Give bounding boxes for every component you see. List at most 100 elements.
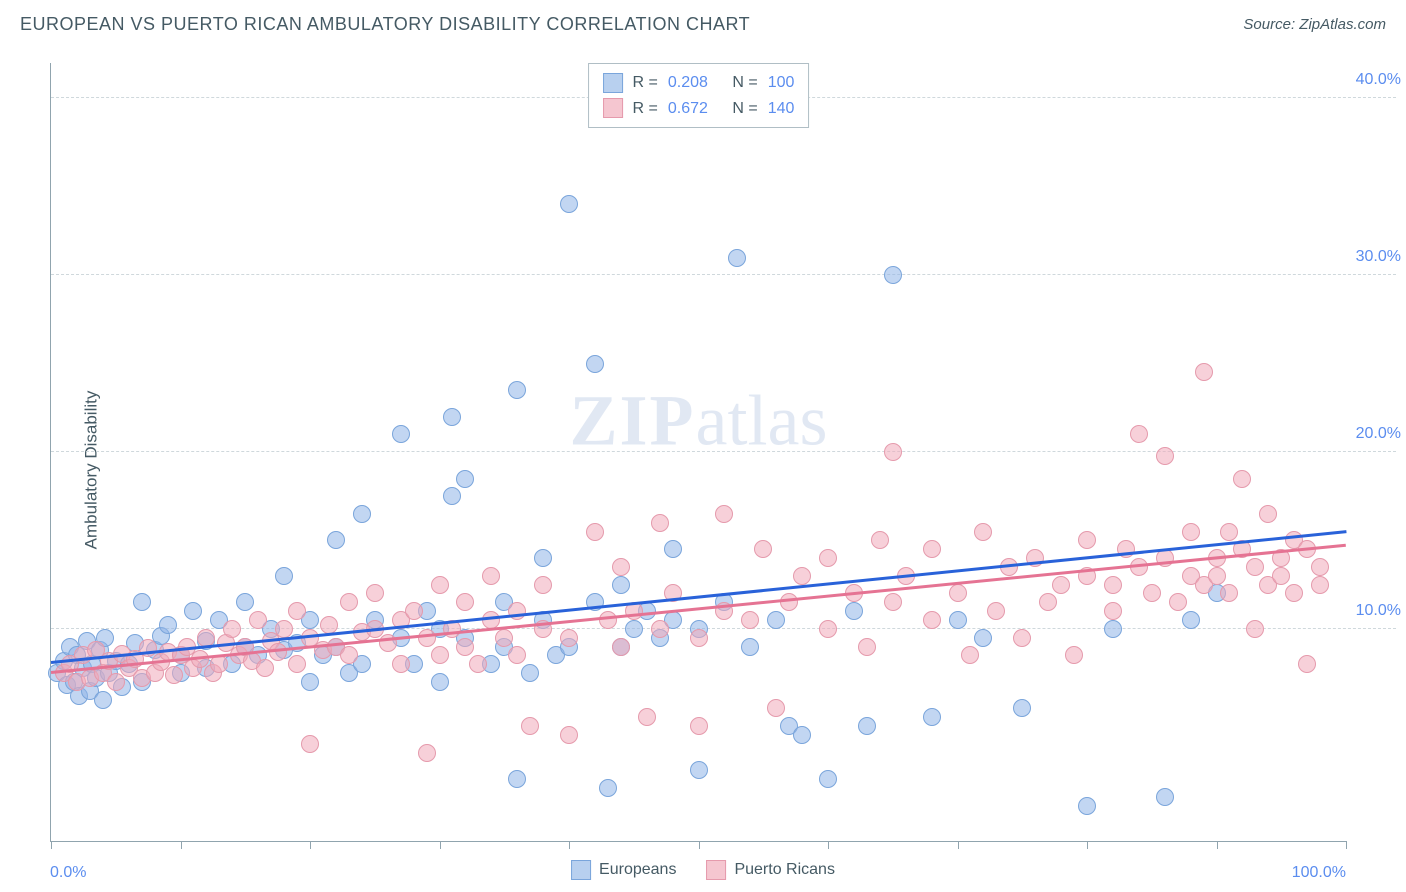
scatter-point bbox=[327, 531, 345, 549]
x-tick bbox=[958, 841, 959, 849]
scatter-point bbox=[418, 744, 436, 762]
x-axis-min-label: 0.0% bbox=[50, 864, 86, 882]
scatter-point bbox=[405, 602, 423, 620]
scatter-point bbox=[560, 629, 578, 647]
x-tick bbox=[828, 841, 829, 849]
scatter-point bbox=[340, 646, 358, 664]
scatter-point bbox=[534, 576, 552, 594]
scatter-point bbox=[159, 616, 177, 634]
scatter-point bbox=[651, 514, 669, 532]
legend-n-value-0: 100 bbox=[768, 70, 795, 96]
scatter-point bbox=[495, 629, 513, 647]
scatter-point bbox=[456, 638, 474, 656]
scatter-point bbox=[599, 611, 617, 629]
scatter-point bbox=[858, 717, 876, 735]
legend-series-item-1: Puerto Ricans bbox=[706, 860, 835, 880]
legend-r-value-1: 0.672 bbox=[668, 96, 708, 122]
scatter-point bbox=[560, 195, 578, 213]
scatter-point bbox=[456, 593, 474, 611]
scatter-point bbox=[340, 593, 358, 611]
scatter-point bbox=[819, 770, 837, 788]
scatter-point bbox=[612, 638, 630, 656]
scatter-point bbox=[599, 779, 617, 797]
scatter-point bbox=[275, 620, 293, 638]
scatter-point bbox=[392, 655, 410, 673]
scatter-point bbox=[664, 540, 682, 558]
scatter-point bbox=[1220, 523, 1238, 541]
scatter-point bbox=[586, 523, 604, 541]
scatter-point bbox=[431, 576, 449, 594]
scatter-point bbox=[301, 735, 319, 753]
x-tick bbox=[181, 841, 182, 849]
scatter-point bbox=[521, 717, 539, 735]
y-tick-label: 10.0% bbox=[1356, 602, 1401, 620]
scatter-point bbox=[651, 620, 669, 638]
scatter-point bbox=[884, 593, 902, 611]
y-tick-label: 40.0% bbox=[1356, 71, 1401, 89]
scatter-point bbox=[1104, 602, 1122, 620]
scatter-point bbox=[521, 664, 539, 682]
scatter-point bbox=[508, 770, 526, 788]
scatter-point bbox=[431, 673, 449, 691]
scatter-point bbox=[1013, 629, 1031, 647]
legend-series-swatch-0 bbox=[571, 860, 591, 880]
scatter-point bbox=[301, 673, 319, 691]
chart-container: Ambulatory Disability ZIPatlas R = 0.208… bbox=[0, 48, 1406, 892]
x-tick bbox=[1087, 841, 1088, 849]
gridline bbox=[51, 274, 1396, 275]
scatter-point bbox=[1078, 797, 1096, 815]
scatter-point bbox=[1130, 425, 1148, 443]
scatter-point bbox=[1208, 567, 1226, 585]
legend-stats-row-0: R = 0.208 N = 100 bbox=[603, 70, 795, 96]
scatter-point bbox=[236, 593, 254, 611]
source-label: Source: bbox=[1243, 16, 1295, 33]
scatter-point bbox=[923, 708, 941, 726]
scatter-point bbox=[210, 655, 228, 673]
x-tick bbox=[440, 841, 441, 849]
scatter-point bbox=[961, 646, 979, 664]
scatter-point bbox=[728, 249, 746, 267]
scatter-point bbox=[1156, 788, 1174, 806]
scatter-point bbox=[1298, 655, 1316, 673]
x-tick bbox=[310, 841, 311, 849]
legend-swatch-1 bbox=[603, 98, 623, 118]
legend-series-swatch-1 bbox=[706, 860, 726, 880]
legend-stats: R = 0.208 N = 100 R = 0.672 N = 140 bbox=[588, 63, 810, 128]
x-tick bbox=[1346, 841, 1347, 849]
x-axis-max-label: 100.0% bbox=[1292, 864, 1346, 882]
scatter-point bbox=[107, 673, 125, 691]
legend-r-value-0: 0.208 bbox=[668, 70, 708, 96]
scatter-point bbox=[1104, 620, 1122, 638]
scatter-point bbox=[1039, 593, 1057, 611]
scatter-point bbox=[1195, 363, 1213, 381]
x-tick bbox=[699, 841, 700, 849]
scatter-point bbox=[1182, 611, 1200, 629]
scatter-point bbox=[1311, 576, 1329, 594]
watermark: ZIPatlas bbox=[570, 379, 828, 462]
legend-stats-row-1: R = 0.672 N = 140 bbox=[603, 96, 795, 122]
scatter-point bbox=[223, 620, 241, 638]
scatter-point bbox=[690, 629, 708, 647]
legend-r-label: R = bbox=[633, 96, 658, 122]
y-tick-label: 30.0% bbox=[1356, 248, 1401, 266]
scatter-point bbox=[392, 425, 410, 443]
legend-series-item-0: Europeans bbox=[571, 860, 676, 880]
scatter-point bbox=[1182, 523, 1200, 541]
scatter-point bbox=[690, 761, 708, 779]
gridline bbox=[51, 451, 1396, 452]
scatter-point bbox=[1259, 505, 1277, 523]
scatter-point bbox=[94, 691, 112, 709]
scatter-point bbox=[884, 266, 902, 284]
scatter-point bbox=[625, 620, 643, 638]
scatter-point bbox=[638, 708, 656, 726]
scatter-point bbox=[715, 505, 733, 523]
scatter-point bbox=[754, 540, 772, 558]
scatter-point bbox=[923, 611, 941, 629]
scatter-point bbox=[612, 576, 630, 594]
source-attribution: Source: ZipAtlas.com bbox=[1243, 16, 1386, 33]
scatter-point bbox=[1233, 470, 1251, 488]
scatter-point bbox=[275, 567, 293, 585]
scatter-point bbox=[949, 584, 967, 602]
x-tick bbox=[569, 841, 570, 849]
scatter-point bbox=[443, 487, 461, 505]
